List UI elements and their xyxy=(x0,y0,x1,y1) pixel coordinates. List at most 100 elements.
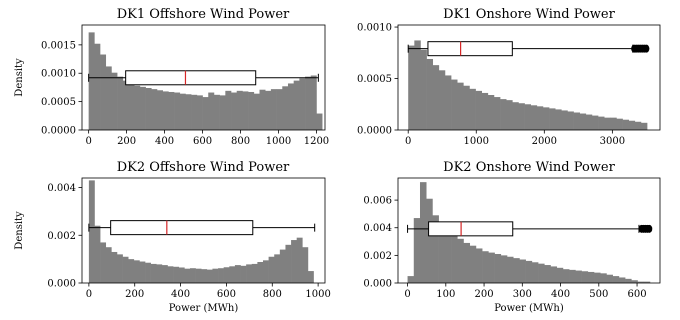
histogram-bar xyxy=(481,92,489,130)
histogram-bar xyxy=(457,238,464,283)
histogram-bar xyxy=(293,80,300,130)
histogram-bar xyxy=(219,95,226,130)
histogram-bar xyxy=(206,269,213,283)
histogram-bar xyxy=(167,266,174,283)
histogram-bar xyxy=(507,256,514,283)
histogram-bar xyxy=(575,270,582,283)
histogram-bar xyxy=(139,261,146,283)
histogram-bar xyxy=(536,106,544,130)
x-tick-label: 400 xyxy=(155,136,174,147)
histogram-bar xyxy=(438,223,446,283)
histogram-bar xyxy=(234,265,241,283)
histogram-bar xyxy=(116,254,123,283)
y-axis-label: Density xyxy=(14,58,25,97)
histogram-bar xyxy=(542,107,550,130)
histogram-bar xyxy=(457,82,464,130)
histogram-bar xyxy=(618,277,626,283)
histogram-bar xyxy=(240,265,247,283)
histogram-bar xyxy=(525,260,533,283)
histogram-bar xyxy=(151,89,158,130)
histogram-bar xyxy=(414,40,421,130)
panel-dk2-offshore: DK2 Offshore Wind Power 0 200 400 600 800 100… xyxy=(14,160,331,314)
histogram-bar xyxy=(488,252,495,283)
histogram-bar xyxy=(426,58,434,130)
x-tick-label: 800 xyxy=(231,136,250,147)
histogram-bar xyxy=(105,66,112,130)
histogram-bar xyxy=(432,65,440,130)
histogram-bar xyxy=(246,264,253,283)
x-tick-label: 1200 xyxy=(304,136,329,147)
histogram-bar xyxy=(538,263,545,283)
y-tick-label: 0.0000 xyxy=(357,126,392,137)
histogram-bar xyxy=(426,198,433,283)
x-tick-label: 600 xyxy=(628,289,647,300)
histogram-bar xyxy=(550,266,558,283)
x-axis-label: Power (MWh) xyxy=(169,303,239,314)
histogram-bar xyxy=(506,100,513,130)
histogram-bar xyxy=(530,105,538,130)
histogram-bar xyxy=(122,80,129,130)
histogram-bar xyxy=(310,75,317,130)
histogram-bar xyxy=(257,262,264,283)
histogram-bar xyxy=(419,182,427,283)
x-tick-label: 200 xyxy=(475,289,494,300)
histogram-bar xyxy=(610,117,617,130)
histogram-bar xyxy=(493,97,501,130)
y-tick-label: 0.002 xyxy=(47,231,76,242)
histogram-bar xyxy=(444,230,452,283)
histogram-bar xyxy=(179,93,186,130)
histogram-bar xyxy=(242,91,249,130)
y-tick-label: 0.002 xyxy=(363,251,392,262)
histogram-bar xyxy=(117,76,124,130)
axes-frame xyxy=(397,177,661,284)
x-tick-label: 600 xyxy=(193,136,212,147)
histogram-bar xyxy=(316,113,323,130)
axes-frame xyxy=(81,177,326,284)
histogram-bar xyxy=(122,256,129,283)
x-tick-label: 1000 xyxy=(464,136,489,147)
panel-title: DK2 Onshore Wind Power xyxy=(443,160,615,175)
histogram-bar xyxy=(463,85,470,130)
histogram-bar xyxy=(591,115,599,130)
box-iqr xyxy=(125,70,257,86)
histogram-bar xyxy=(500,255,508,283)
box-iqr xyxy=(110,220,254,236)
histogram-bar xyxy=(128,259,135,283)
histogram-bar xyxy=(469,245,477,283)
histogram-bar xyxy=(408,45,415,130)
histogram-bar xyxy=(531,262,539,283)
histogram-bar xyxy=(549,108,556,130)
histogram-bar xyxy=(282,86,289,130)
histogram-bar xyxy=(262,260,269,283)
x-tick-label: 0 xyxy=(85,136,91,147)
histogram-bar xyxy=(225,90,232,130)
box-outlier xyxy=(643,44,650,53)
y-tick-label: 0.0000 xyxy=(41,126,76,137)
histogram-bar xyxy=(604,117,611,130)
histogram-bar xyxy=(100,54,107,130)
box-iqr xyxy=(428,221,514,237)
histogram-bar xyxy=(145,88,152,130)
y-tick-label: 0.006 xyxy=(363,196,392,207)
box-iqr xyxy=(427,41,513,57)
histogram-bar xyxy=(544,265,551,283)
x-tick-label: 500 xyxy=(589,289,608,300)
histogram-bar xyxy=(212,268,219,283)
histogram-bar xyxy=(631,280,638,283)
histogram-bar xyxy=(88,180,95,283)
histogram-bar xyxy=(236,90,243,130)
histogram-bar xyxy=(625,278,632,283)
panel-title: DK1 Onshore Wind Power xyxy=(443,7,615,22)
y-tick-label: 0.0005 xyxy=(41,97,76,108)
histogram-bar xyxy=(518,103,525,130)
histogram-bar xyxy=(133,260,140,283)
histogram-bar xyxy=(606,274,613,283)
histogram-bar xyxy=(94,43,101,130)
histogram-bar xyxy=(173,266,180,283)
x-tick-label: 800 xyxy=(263,289,282,300)
histogram-bar xyxy=(94,225,101,283)
histogram-bar xyxy=(622,119,629,130)
histogram-bar xyxy=(189,268,196,283)
x-axis-label: Power (MWh) xyxy=(494,303,564,314)
